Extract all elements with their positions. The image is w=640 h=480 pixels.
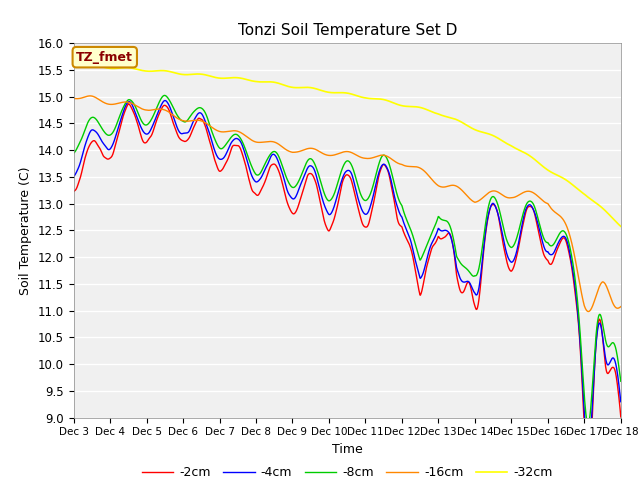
-16cm xyxy=(552,210,560,216)
Line: -4cm: -4cm xyxy=(74,100,621,449)
-16cm xyxy=(504,195,512,201)
-2cm xyxy=(504,263,512,268)
-2cm xyxy=(552,249,560,255)
-32cm xyxy=(617,224,625,229)
-4cm xyxy=(161,97,169,103)
-2cm xyxy=(433,238,440,244)
-32cm xyxy=(70,63,77,69)
-32cm xyxy=(192,71,200,77)
-2cm xyxy=(125,101,132,107)
-32cm xyxy=(552,172,560,178)
-4cm xyxy=(179,131,186,136)
Line: -2cm: -2cm xyxy=(74,104,621,471)
X-axis label: Time: Time xyxy=(332,443,363,456)
-16cm xyxy=(253,139,260,145)
Line: -8cm: -8cm xyxy=(74,96,621,424)
-16cm xyxy=(433,181,440,187)
Line: -32cm: -32cm xyxy=(74,65,621,227)
-4cm xyxy=(584,446,592,452)
-4cm xyxy=(433,231,440,237)
-8cm xyxy=(192,107,200,113)
Y-axis label: Soil Temperature (C): Soil Temperature (C) xyxy=(19,166,32,295)
-4cm xyxy=(253,179,260,185)
-2cm xyxy=(253,192,260,198)
-8cm xyxy=(552,237,560,243)
Text: TZ_fmet: TZ_fmet xyxy=(76,51,133,64)
-4cm xyxy=(617,399,625,405)
-8cm xyxy=(584,421,592,427)
-16cm xyxy=(192,117,200,123)
-32cm xyxy=(433,110,440,116)
-8cm xyxy=(253,172,260,178)
-4cm xyxy=(552,245,560,251)
-32cm xyxy=(179,72,186,77)
-16cm xyxy=(86,93,94,99)
-8cm xyxy=(617,378,625,384)
-2cm xyxy=(584,468,592,474)
-4cm xyxy=(192,114,200,120)
Legend: -2cm, -4cm, -8cm, -16cm, -32cm: -2cm, -4cm, -8cm, -16cm, -32cm xyxy=(137,461,557,480)
-32cm xyxy=(86,62,93,68)
-16cm xyxy=(617,304,625,310)
-8cm xyxy=(504,240,512,246)
-2cm xyxy=(179,138,186,144)
-16cm xyxy=(584,309,592,314)
-2cm xyxy=(192,120,200,126)
Line: -16cm: -16cm xyxy=(74,96,621,312)
-2cm xyxy=(617,414,625,420)
-32cm xyxy=(253,79,260,84)
-8cm xyxy=(179,118,186,124)
-8cm xyxy=(70,150,77,156)
-16cm xyxy=(70,96,77,101)
-16cm xyxy=(179,118,186,123)
-8cm xyxy=(433,219,440,225)
-2cm xyxy=(70,189,77,194)
-4cm xyxy=(70,174,77,180)
Title: Tonzi Soil Temperature Set D: Tonzi Soil Temperature Set D xyxy=(237,23,457,38)
-32cm xyxy=(504,141,512,147)
-8cm xyxy=(161,93,168,98)
-4cm xyxy=(504,254,512,260)
